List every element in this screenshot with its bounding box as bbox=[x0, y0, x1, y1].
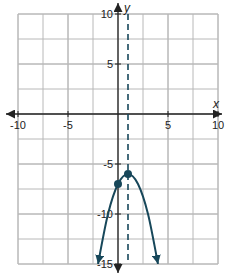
grid-line bbox=[18, 264, 218, 265]
x-tick-label: 5 bbox=[165, 119, 171, 131]
grid-line bbox=[18, 14, 19, 264]
y-tick bbox=[115, 64, 121, 65]
y-tick bbox=[115, 264, 121, 265]
x-axis bbox=[6, 113, 222, 114]
x-tick-label: -5 bbox=[63, 119, 73, 131]
grid-line bbox=[18, 64, 218, 65]
grid-line bbox=[18, 64, 218, 65]
x-tick bbox=[218, 111, 219, 117]
x-axis-label: x bbox=[212, 97, 220, 111]
grid-line bbox=[68, 14, 69, 264]
grid-line bbox=[218, 14, 219, 264]
y-tick bbox=[115, 14, 121, 15]
y-tick-label: 10 bbox=[101, 8, 113, 20]
grid-line bbox=[218, 14, 219, 264]
y-tick-label: 5 bbox=[107, 58, 113, 70]
chart-container: -10-5510-15-10-5510xy bbox=[0, 0, 226, 276]
point bbox=[114, 180, 122, 188]
chart: -10-5510-15-10-5510xy bbox=[0, 0, 226, 276]
grid-line bbox=[68, 14, 69, 264]
y-tick-label: -5 bbox=[103, 158, 113, 170]
grid-line bbox=[168, 14, 169, 264]
plot-area bbox=[98, 14, 158, 264]
grid-line bbox=[18, 214, 218, 215]
axes bbox=[6, 3, 222, 273]
grid-line bbox=[18, 214, 218, 215]
x-tick bbox=[18, 111, 19, 117]
grid-line bbox=[18, 264, 218, 265]
y-tick bbox=[115, 214, 121, 215]
y-tick-label: -10 bbox=[97, 208, 113, 220]
grid-line bbox=[18, 164, 218, 165]
grid-line bbox=[18, 14, 218, 15]
x-tick-label: -10 bbox=[10, 119, 26, 131]
y-tick bbox=[115, 164, 121, 165]
grid-line bbox=[18, 14, 218, 15]
y-axis-label: y bbox=[123, 1, 131, 15]
y-axis bbox=[117, 3, 118, 273]
grid-line bbox=[168, 14, 169, 264]
x-tick bbox=[168, 111, 169, 117]
grid-line bbox=[18, 14, 19, 264]
axis-of-symmetry bbox=[127, 14, 129, 264]
x-tick-label: 10 bbox=[212, 119, 224, 131]
grid-line bbox=[18, 164, 218, 165]
x-tick bbox=[68, 111, 69, 117]
